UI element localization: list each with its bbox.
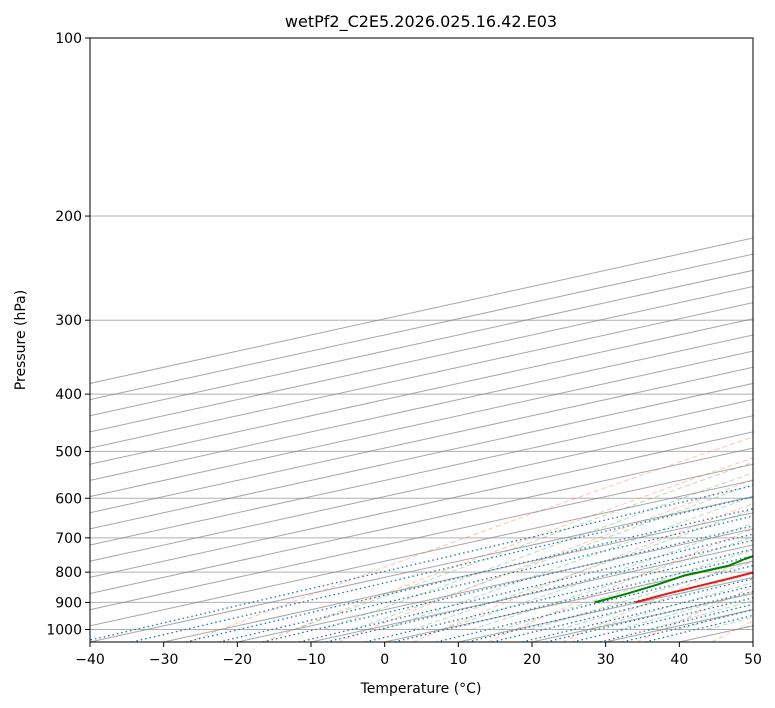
- moist-adiabat-line: [530, 561, 753, 630]
- isotherm-line: [237, 528, 753, 642]
- y-tick-label: 200: [55, 209, 82, 225]
- isotherm-line: [90, 269, 753, 417]
- mixing-ratio-line: [262, 525, 753, 642]
- y-tick-label: 700: [55, 531, 82, 547]
- mixing-ratio-line: [467, 572, 753, 642]
- isotherm-line: [163, 512, 753, 642]
- mixing-ratio-line: [131, 496, 753, 642]
- x-tick-label: −40: [75, 652, 105, 668]
- isotherm-line: [90, 334, 753, 481]
- isotherm-line: [90, 237, 753, 384]
- mixing-ratio-line: [394, 555, 753, 642]
- y-axis-title: Pressure (hPa): [13, 290, 29, 390]
- moist-adiabat-line: [412, 508, 753, 630]
- isotherm-line: [90, 431, 753, 578]
- y-axis-ticks: 1000 900 800 700 600 500 400 300 200 100: [46, 31, 90, 638]
- sounding-profiles: [594, 555, 753, 604]
- mixing-ratio-line: [492, 578, 753, 642]
- y-tick-label: 600: [55, 491, 82, 507]
- x-tick-label: 20: [523, 652, 541, 668]
- background-lines: [90, 38, 753, 642]
- y-tick-label: 300: [55, 313, 82, 329]
- mixing-ratio-line: [436, 564, 753, 642]
- x-tick-label: 50: [744, 652, 762, 668]
- y-tick-label: 500: [55, 444, 82, 460]
- isotherm-line: [90, 302, 753, 449]
- x-tick-label: 10: [449, 652, 467, 668]
- y-tick-label: 100: [55, 31, 82, 47]
- moist-adiabat-line: [559, 572, 753, 630]
- dry-adiabat-line: [562, 556, 753, 642]
- x-axis-title: Temperature (°C): [360, 681, 482, 697]
- y-tick-label: 800: [55, 565, 82, 581]
- y-tick-label: 900: [55, 595, 82, 611]
- isotherm-line: [90, 399, 753, 546]
- x-tick-label: 30: [597, 652, 615, 668]
- x-tick-label: 0: [380, 652, 389, 668]
- x-tick-label: −30: [149, 652, 179, 668]
- isotherm-line: [90, 447, 753, 595]
- isotherm-line: [90, 415, 753, 562]
- dry-adiabat-line: [412, 502, 753, 642]
- x-tick-label: −20: [223, 652, 253, 668]
- y-tick-label: 400: [55, 387, 82, 403]
- moist-adiabat-line: [294, 461, 753, 630]
- moist-adiabat-line: [471, 536, 753, 630]
- moist-adiabat-line: [382, 495, 753, 630]
- y-tick-label: 1000: [46, 622, 82, 638]
- mixing-ratio-line: [90, 485, 753, 641]
- plot-frame: [89, 37, 754, 643]
- moist-adiabat-line: [353, 483, 753, 630]
- isotherm-line: [90, 253, 753, 401]
- moist-adiabat-line: [588, 582, 753, 630]
- x-axis-ticks: −40 −30 −20 −10 0 10 20 30 40 50: [75, 642, 762, 668]
- x-tick-label: −10: [296, 652, 326, 668]
- dry-adiabat-line: [263, 457, 753, 642]
- isotherm-line: [90, 285, 753, 433]
- isotherm-line: [90, 318, 753, 465]
- dewpoint-profile-line: [594, 555, 753, 604]
- mixing-ratio-line: [521, 585, 753, 642]
- isotherm-line: [90, 463, 753, 611]
- moist-adiabat-line: [500, 549, 753, 630]
- dry-adiabat-line: [188, 436, 753, 642]
- isotherm-line: [90, 496, 753, 642]
- x-tick-label: 40: [670, 652, 688, 668]
- moist-adiabat-line: [323, 472, 753, 630]
- isotherm-line: [90, 479, 753, 627]
- chart-title: wetPf2_C2E5.2026.025.16.42.E03: [285, 12, 557, 32]
